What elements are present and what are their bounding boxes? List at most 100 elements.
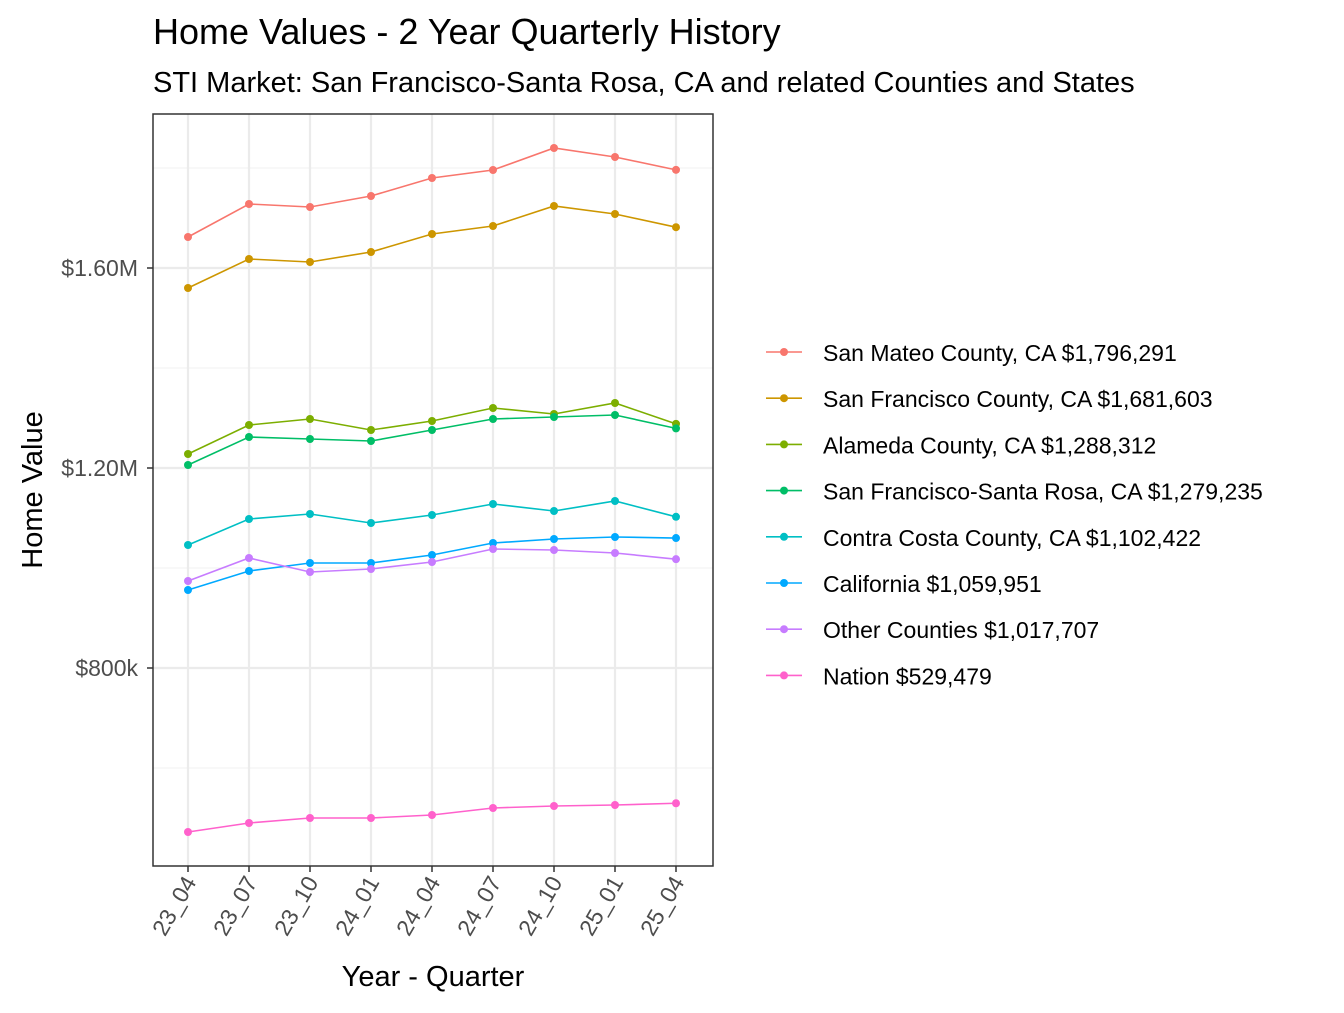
- data-point: [550, 546, 558, 554]
- data-point: [245, 567, 253, 575]
- data-point: [367, 437, 375, 445]
- series-group: [184, 144, 680, 836]
- y-tick-label: $1.60M: [61, 255, 138, 281]
- data-point: [672, 534, 680, 543]
- data-point: [245, 515, 253, 523]
- data-point: [550, 202, 558, 210]
- x-tick-label: 25_04: [635, 871, 690, 940]
- data-point: [611, 497, 619, 505]
- data-point: [306, 814, 314, 822]
- x-tick-label: 24_04: [391, 871, 446, 940]
- data-point: [245, 200, 253, 208]
- data-point: [672, 165, 680, 174]
- data-point: [245, 554, 253, 562]
- data-point: [306, 258, 314, 266]
- series-6: [184, 545, 680, 585]
- data-point: [550, 535, 558, 543]
- data-point: [367, 248, 375, 256]
- legend-key-point: [780, 671, 788, 680]
- data-point: [428, 174, 436, 182]
- data-point: [611, 549, 619, 557]
- data-point: [184, 586, 192, 594]
- data-point: [184, 233, 192, 241]
- legend: San Mateo County, CA $1,796,291 San Franc…: [766, 340, 1263, 689]
- x-tick-label: 23_10: [269, 872, 324, 940]
- x-axis-label: Year - Quarter: [342, 961, 525, 993]
- series-3: [184, 411, 680, 469]
- legend-label: San Mateo County, CA $1,796,291: [823, 340, 1177, 366]
- data-point: [550, 413, 558, 421]
- legend-label: Nation $529,479: [823, 663, 992, 689]
- data-point: [306, 568, 314, 576]
- legend-key-point: [780, 625, 788, 634]
- data-point: [550, 802, 558, 810]
- data-point: [184, 541, 192, 549]
- data-point: [489, 415, 497, 423]
- data-point: [489, 166, 497, 174]
- series-1: [184, 202, 680, 292]
- data-point: [672, 555, 680, 564]
- y-tick-label: $1.20M: [61, 455, 138, 481]
- x-tick-label: 24_07: [452, 872, 507, 940]
- legend-key-point: [780, 348, 788, 356]
- chart-subtitle: STI Market: San Francisco-Santa Rosa, CA…: [153, 67, 1135, 99]
- legend-label: Other Counties $1,017,707: [823, 617, 1099, 643]
- data-point: [489, 545, 497, 553]
- data-point: [428, 511, 436, 519]
- data-point: [611, 153, 619, 161]
- series-7: [184, 799, 680, 836]
- data-point: [367, 519, 375, 527]
- data-point: [611, 533, 619, 541]
- data-point: [306, 415, 314, 423]
- data-point: [428, 417, 436, 425]
- legend-key-point: [780, 532, 788, 541]
- data-point: [367, 565, 375, 573]
- data-point: [611, 210, 619, 218]
- data-point: [428, 558, 436, 566]
- y-tick-label: $800k: [75, 655, 138, 681]
- data-point: [489, 404, 497, 412]
- data-point: [245, 255, 253, 263]
- data-point: [428, 811, 436, 819]
- x-tick-label: 23_04: [147, 871, 202, 940]
- legend-label: San Francisco County, CA $1,681,603: [823, 386, 1213, 412]
- data-point: [489, 500, 497, 508]
- data-point: [184, 450, 192, 458]
- x-axis: 23_04 23_07 23_10 24_01 24_04 24_07 24_10 25_01…: [147, 866, 690, 940]
- series-0: [184, 144, 680, 241]
- data-point: [550, 507, 558, 515]
- data-point: [306, 510, 314, 518]
- data-point: [550, 144, 558, 152]
- data-point: [672, 424, 680, 433]
- data-point: [367, 814, 375, 822]
- data-point: [306, 435, 314, 443]
- grid: [153, 114, 713, 866]
- chart-title: Home Values - 2 Year Quarterly History: [153, 11, 781, 52]
- x-tick-label: 24_10: [513, 872, 568, 940]
- plot-panel-border: [152, 113, 714, 867]
- data-point: [306, 203, 314, 211]
- data-point: [428, 551, 436, 559]
- data-point: [184, 577, 192, 585]
- data-point: [367, 426, 375, 434]
- y-axis-label: Home Value: [17, 411, 49, 568]
- data-point: [428, 426, 436, 434]
- x-tick-label: 24_01: [330, 872, 385, 940]
- data-point: [611, 801, 619, 809]
- data-point: [184, 828, 192, 836]
- data-point: [428, 230, 436, 238]
- x-tick-label: 25_01: [574, 872, 629, 940]
- legend-key-point: [780, 579, 788, 587]
- data-point: [489, 222, 497, 230]
- y-axis: $800k $1.20M $1.60M: [61, 255, 153, 681]
- series-4: [184, 497, 680, 549]
- data-point: [489, 804, 497, 812]
- data-point: [245, 819, 253, 827]
- data-point: [306, 559, 314, 567]
- data-point: [489, 539, 497, 547]
- legend-label: California $1,059,951: [823, 571, 1042, 597]
- legend-label: Contra Costa County, CA $1,102,422: [823, 525, 1201, 551]
- data-point: [367, 559, 375, 567]
- x-tick-label: 23_07: [208, 872, 263, 940]
